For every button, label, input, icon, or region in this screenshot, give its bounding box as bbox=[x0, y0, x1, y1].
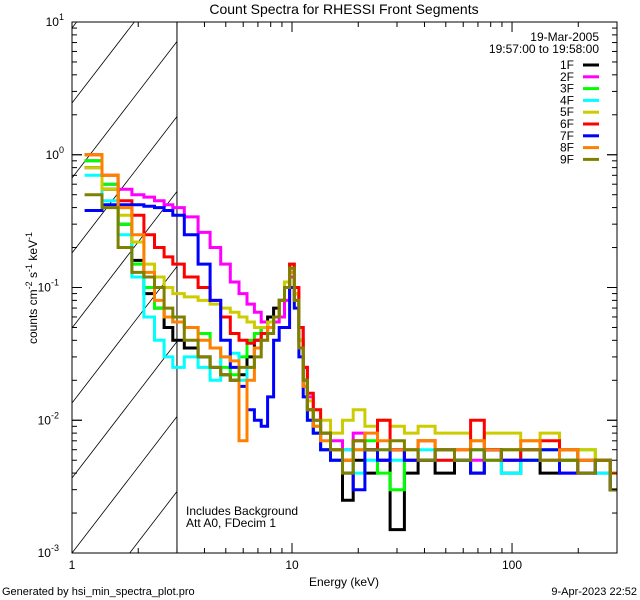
legend-label-3F: 3F bbox=[560, 82, 574, 96]
series-group bbox=[84, 153, 617, 532]
hatch-line bbox=[71, 191, 178, 329]
x-tick-label: 10 bbox=[285, 558, 299, 572]
axes: 1 10 100 101 100 10-1 10-2 10-3 bbox=[38, 12, 618, 572]
x-axis-label: Energy (keV) bbox=[309, 575, 379, 589]
hatch-line bbox=[71, 266, 178, 404]
x-tick-label: 1 bbox=[69, 558, 76, 572]
y-tick-label: 10-1 bbox=[38, 278, 59, 295]
legend-label-1F: 1F bbox=[560, 58, 574, 72]
x-tick-label: 100 bbox=[502, 558, 522, 572]
hatch-line bbox=[71, 116, 178, 254]
hatch-line bbox=[71, 341, 178, 479]
footer-generated-by: Generated by hsi_min_spectra_plot.pro bbox=[2, 586, 195, 598]
y-tick-label: 10-3 bbox=[38, 543, 59, 560]
hatch-line bbox=[71, 21, 135, 104]
hatch-line bbox=[71, 41, 178, 179]
annotation-background: Includes Background bbox=[186, 504, 298, 518]
legend-date: 19-Mar-2005 bbox=[530, 30, 599, 44]
legend-label-2F: 2F bbox=[560, 70, 574, 84]
legend-time-range: 19:57:00 to 19:58:00 bbox=[489, 42, 599, 56]
legend-label-6F: 6F bbox=[560, 117, 574, 131]
hatch-line bbox=[71, 21, 77, 29]
legend-label-5F: 5F bbox=[560, 105, 574, 119]
footer-timestamp: 9-Apr-2023 22:52 bbox=[551, 586, 637, 598]
legend-label-9F: 9F bbox=[560, 152, 574, 166]
y-tick-label: 101 bbox=[46, 12, 64, 29]
y-tick-label: 10-2 bbox=[38, 410, 59, 427]
hatch-line bbox=[71, 416, 178, 554]
chart-title: Count Spectra for RHESSI Front Segments bbox=[209, 1, 478, 17]
annotation-attenuator: Att A0, FDecim 1 bbox=[186, 516, 276, 530]
y-tick-label: 100 bbox=[46, 145, 64, 162]
hatch-line bbox=[129, 491, 178, 554]
legend-label-8F: 8F bbox=[560, 141, 574, 155]
series-9F bbox=[84, 193, 617, 492]
y-axis-label: counts cm-2 s-1 keV-1 bbox=[24, 232, 40, 344]
series-7F bbox=[84, 203, 617, 492]
legend-label-7F: 7F bbox=[560, 129, 574, 143]
legend-label-4F: 4F bbox=[560, 93, 574, 107]
